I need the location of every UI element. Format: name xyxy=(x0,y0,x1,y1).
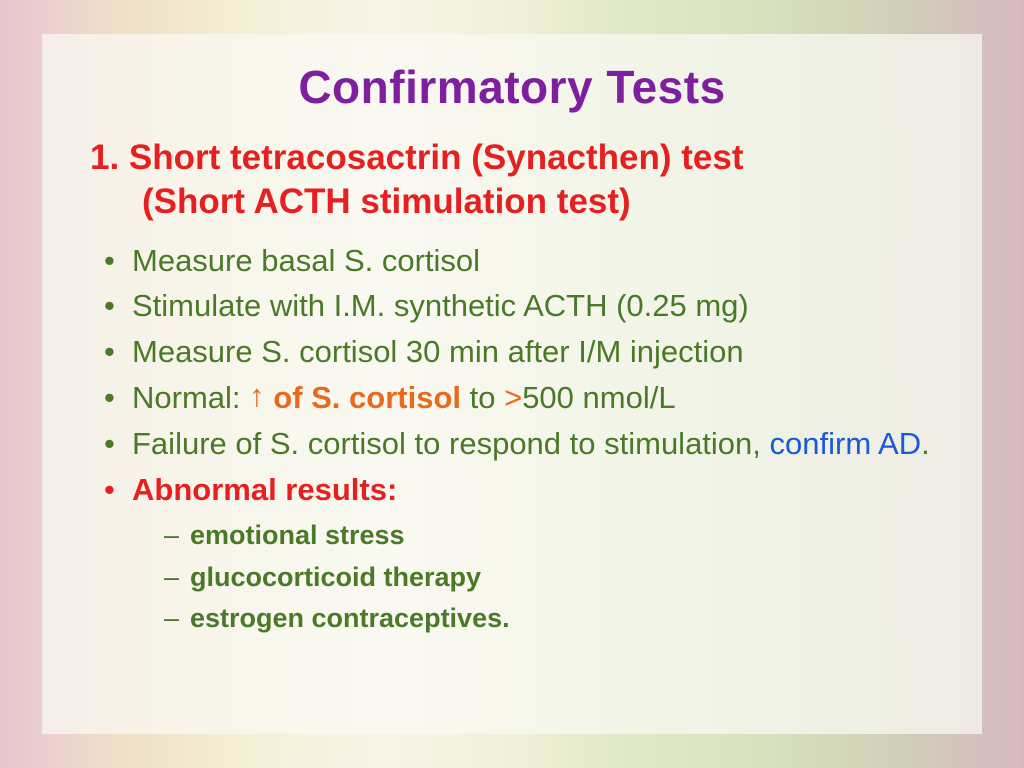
sub-bullet-list: emotional stress glucocorticoid therapy … xyxy=(86,515,938,641)
bullet-item: Abnormal results: xyxy=(86,467,938,513)
bullet-item: Stimulate with I.M. synthetic ACTH (0.25… xyxy=(86,283,938,329)
sub-bullet-item: emotional stress xyxy=(86,515,938,557)
text-fragment: . xyxy=(921,426,930,461)
text-fragment: 500 nmol/L xyxy=(522,380,675,415)
up-arrow-icon: ↑ xyxy=(249,373,265,419)
text-highlight: of S. cortisol xyxy=(265,380,470,415)
heading-line-1: 1. Short tetracosactrin (Synacthen) test xyxy=(90,138,744,177)
bullet-item: Measure basal S. cortisol xyxy=(86,238,938,284)
text-fragment: Failure of S. cortisol to respond to sti… xyxy=(132,426,770,461)
bullet-item: Normal: ↑ of S. cortisol to >500 nmol/L xyxy=(86,375,938,421)
sub-bullet-item: estrogen contraceptives. xyxy=(86,598,938,640)
slide-title: Confirmatory Tests xyxy=(86,60,938,114)
slide-content-box: Confirmatory Tests 1. Short tetracosactr… xyxy=(42,34,982,734)
bullet-item: Measure S. cortisol 30 min after I/M inj… xyxy=(86,329,938,375)
heading-line-2: (Short ACTH stimulation test) xyxy=(90,180,938,224)
text-highlight: > xyxy=(504,380,522,415)
sub-bullet-item: glucocorticoid therapy xyxy=(86,557,938,599)
text-fragment: to xyxy=(470,380,504,415)
section-heading: 1. Short tetracosactrin (Synacthen) test… xyxy=(86,136,938,224)
bullet-item: Failure of S. cortisol to respond to sti… xyxy=(86,421,938,467)
text-highlight: Abnormal results: xyxy=(132,472,397,507)
text-fragment: Normal: xyxy=(132,380,249,415)
bullet-list: Measure basal S. cortisol Stimulate with… xyxy=(86,238,938,513)
text-highlight: confirm AD xyxy=(770,426,922,461)
